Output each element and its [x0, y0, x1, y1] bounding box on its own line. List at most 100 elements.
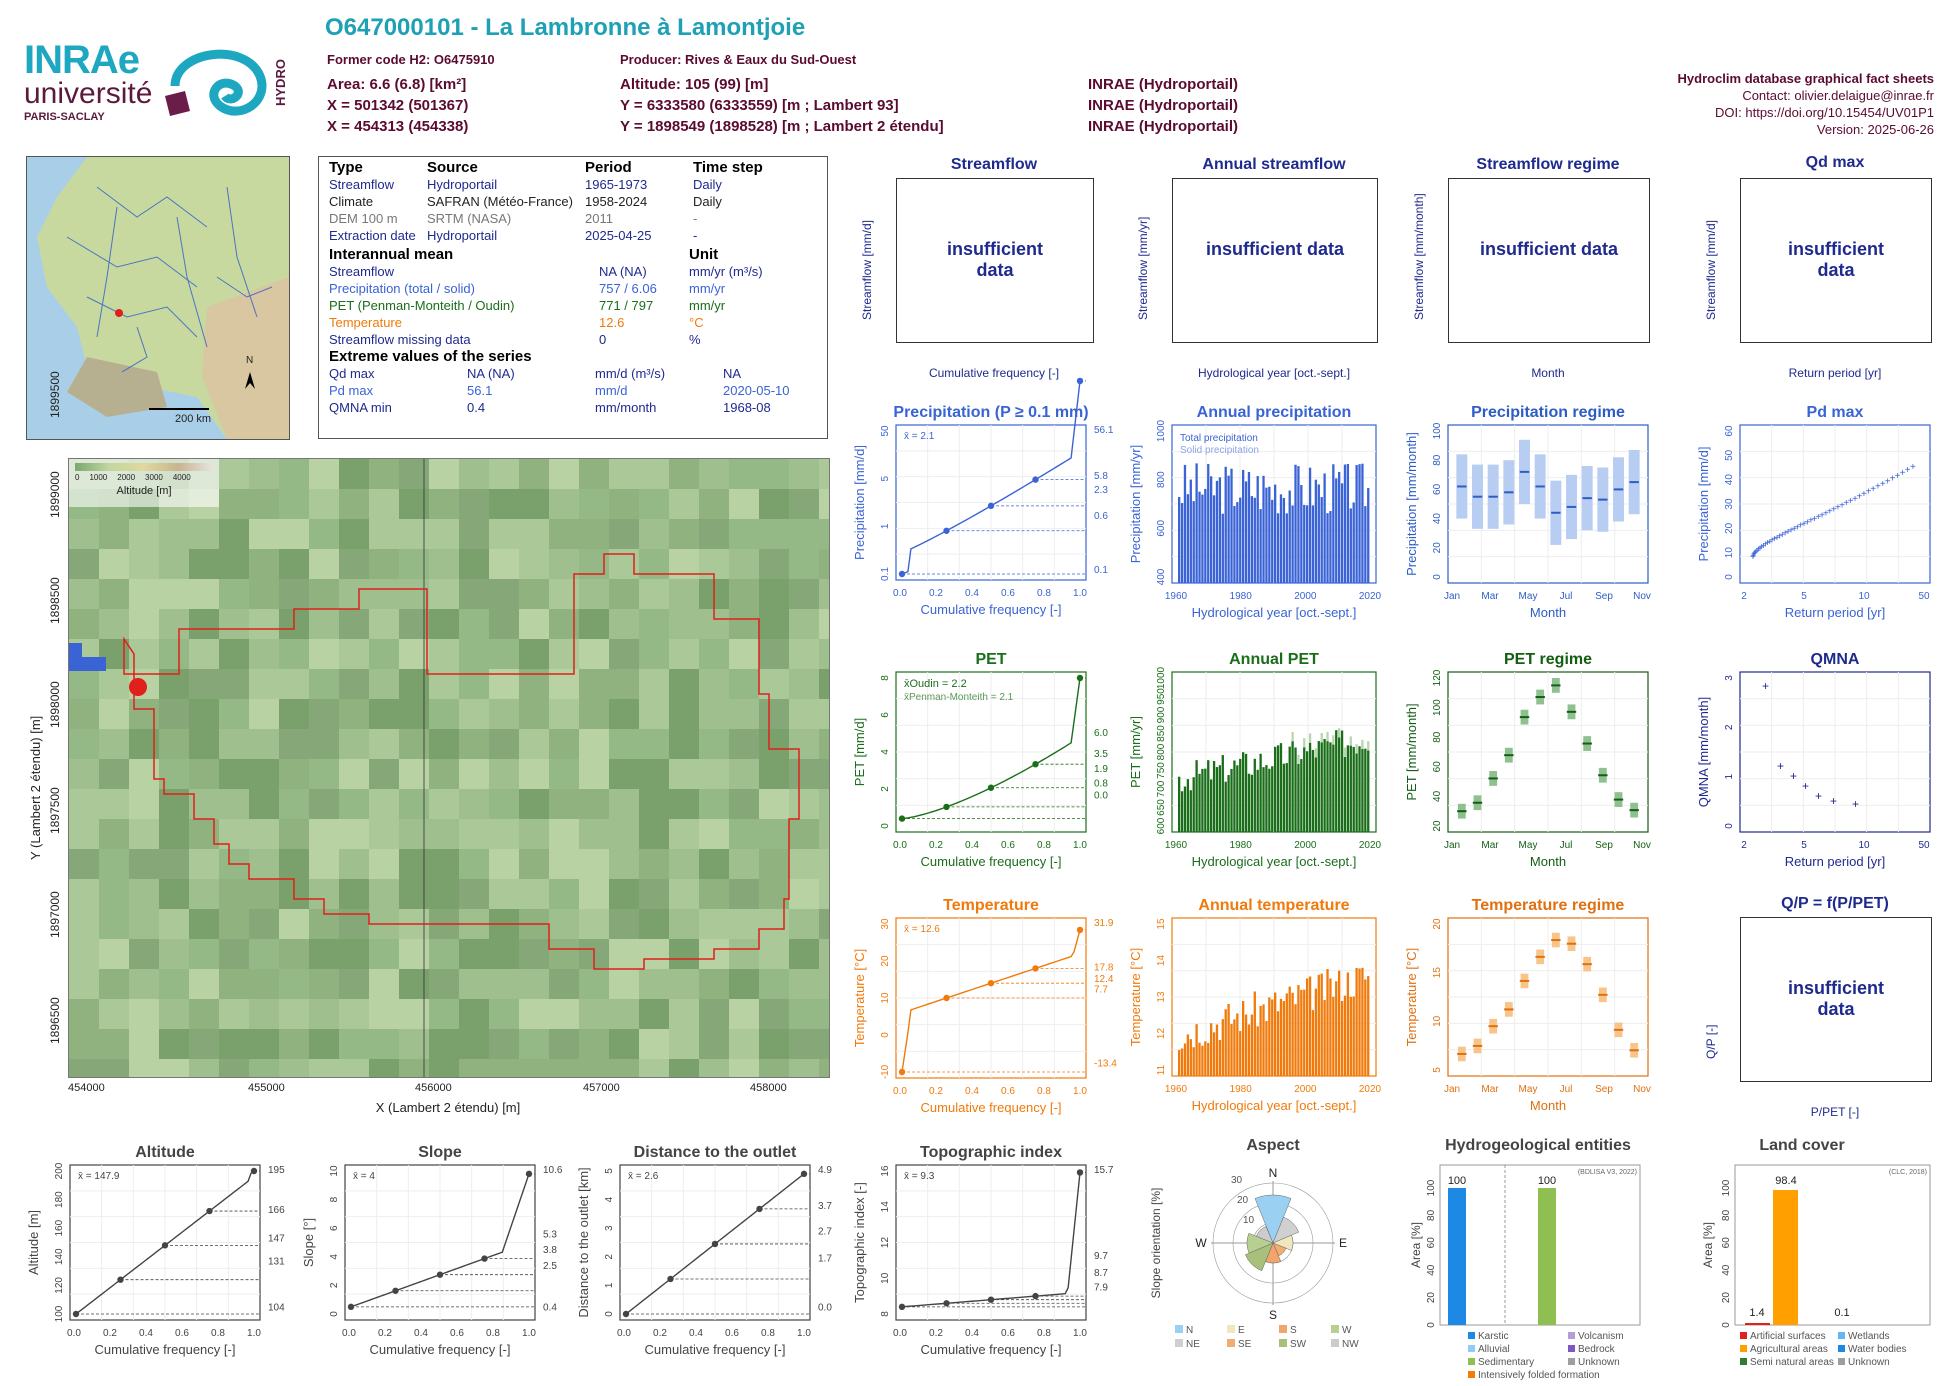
terrain-cell	[129, 999, 159, 1029]
annual_precip-bar	[1204, 488, 1207, 583]
y-tick: 60	[1724, 425, 1735, 437]
terrain-cell	[639, 489, 669, 519]
terrain-cell	[489, 849, 519, 879]
terrain-cell	[819, 849, 829, 879]
hydrogeo-legend-label: Unknown	[1578, 1357, 1620, 1368]
qmna-point: +	[1777, 759, 1784, 773]
aspect-legend-label: NE	[1186, 1339, 1200, 1350]
inrae-logo: INRAe université PARIS-SACLAY	[24, 38, 154, 126]
terrain-cell	[759, 939, 789, 969]
annual_precip-bar	[1340, 483, 1344, 583]
terrain-cell	[279, 639, 309, 669]
terrain-cell	[729, 609, 759, 639]
annual_temp-bar	[1212, 1032, 1216, 1076]
annual_temp-bar	[1300, 989, 1303, 1076]
y-tick: 80	[1721, 1209, 1732, 1221]
landcover-legend-label: Agricultural areas	[1750, 1344, 1828, 1355]
annual_pet-bar	[1346, 745, 1350, 832]
landcover-legend-swatch	[1740, 1358, 1747, 1365]
terrain-cell	[669, 639, 699, 669]
annual_pet-bar-alt	[1367, 741, 1370, 751]
version: Version: 2025-06-26	[1816, 122, 1934, 137]
y-tick: 1	[604, 1282, 615, 1288]
terrain-cell	[249, 999, 279, 1029]
pet_regime-ylabel: PET [mm/month]	[1404, 703, 1419, 800]
hydrogeo-legend-label: Sedimentary	[1478, 1357, 1534, 1368]
terrain-cell	[519, 819, 549, 849]
annual_temp-bar	[1355, 967, 1358, 1076]
x-tick: 0.6	[450, 1328, 464, 1339]
y-tick: 100	[1432, 699, 1443, 716]
dir-n: N	[1269, 1166, 1278, 1180]
landcover-legend-swatch	[1838, 1358, 1845, 1365]
x-tick: 0.6	[1001, 588, 1015, 599]
terrain-cell	[339, 819, 369, 849]
annual_precip-bar	[1314, 479, 1318, 583]
x-tick: 0.0	[67, 1328, 81, 1339]
interannual-title: Interannual mean	[329, 246, 454, 263]
map-scale: 200 km	[175, 413, 212, 425]
x-tick: Sep	[1595, 591, 1613, 602]
terrain-cell	[279, 909, 309, 939]
terrain-cell	[459, 609, 489, 639]
annual_precip-bar	[1236, 502, 1239, 583]
temp_freq-title: Temperature	[943, 897, 1039, 914]
annual_temp-bar	[1256, 1026, 1259, 1076]
y-tick: 50	[1724, 449, 1735, 461]
terrain-cell	[669, 699, 699, 729]
x-tick: Nov	[1633, 591, 1651, 602]
annual_pet-bar-alt	[1361, 739, 1364, 750]
terrain-cell	[759, 639, 789, 669]
terrain-cell	[579, 759, 609, 789]
page-title: O647000101 - La Lambronne à Lamontjoie	[325, 14, 806, 41]
table-cell: -	[693, 228, 698, 243]
terrain-cell	[249, 909, 279, 939]
info-table: Type Source Period Time step Streamflow H…	[318, 156, 828, 439]
terrain-cell	[429, 549, 459, 579]
right-tick: 2.5	[543, 1261, 557, 1272]
terrain-cell	[129, 519, 159, 549]
terrain-cell	[579, 969, 609, 999]
annual_pet-bar	[1329, 742, 1332, 832]
annual_temp-bar	[1367, 976, 1370, 1076]
terrain-cell	[249, 969, 279, 999]
right-tick: 5.8	[1094, 471, 1108, 482]
table-cell: SAFRAN (Météo-France)	[427, 194, 573, 209]
y-tick: 40	[1721, 1264, 1732, 1276]
terrain-cell	[369, 699, 399, 729]
terrain-cell	[369, 849, 399, 879]
terrain-cell	[129, 969, 159, 999]
table-cell: mm/month	[595, 400, 657, 415]
terrain-cell	[69, 729, 99, 759]
temp_freq-xlabel: Cumulative frequency [-]	[921, 1100, 1062, 1115]
annual_precip-bar	[1335, 478, 1338, 583]
annual_pet-bar-alt	[1291, 731, 1294, 742]
y-tick: 0	[880, 823, 891, 829]
terrain-cell	[609, 939, 639, 969]
terrain-cell	[279, 999, 309, 1029]
annual_pet-bar	[1265, 765, 1268, 832]
table-cell: 2011	[585, 211, 613, 226]
right-tick: 31.9	[1094, 918, 1114, 929]
annual_precip-bar	[1192, 501, 1195, 583]
terrain-cell	[309, 729, 339, 759]
terrain-cell	[69, 609, 99, 639]
terrain-cell	[609, 759, 639, 789]
y-tick: 20	[1432, 542, 1443, 554]
terrain-cell	[669, 669, 699, 699]
terrain-cell	[99, 579, 129, 609]
catchment-map: 0 1000 2000 3000 4000 Altitude [m]	[68, 458, 830, 1078]
y-tick: 200	[54, 1162, 65, 1179]
terrain-cell	[789, 939, 819, 969]
annual_temp-bar	[1259, 1005, 1262, 1076]
terrain-cell	[219, 669, 249, 699]
terrain-cell	[219, 909, 249, 939]
table-cell: 56.1	[467, 383, 493, 398]
terrain-cell	[669, 729, 699, 759]
terrain-cell	[819, 699, 829, 729]
terrain-cell	[189, 909, 219, 939]
terrain-cell	[549, 519, 579, 549]
terrain-cell	[189, 519, 219, 549]
terrain-cell	[639, 999, 669, 1029]
terrain-cell	[219, 939, 249, 969]
